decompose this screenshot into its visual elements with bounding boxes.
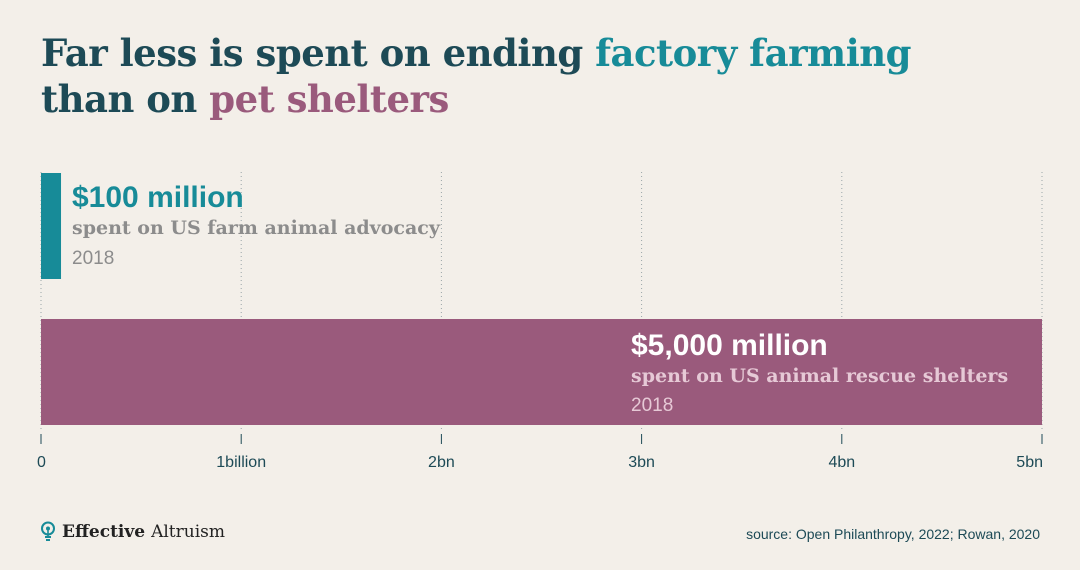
- tick-label-2: 2bn: [428, 454, 455, 471]
- tick-label-1: 1billion: [216, 454, 266, 471]
- source-note: source: Open Philanthropy, 2022; Rowan, …: [746, 526, 1040, 542]
- brand-logo: Effective Altruism: [40, 521, 225, 543]
- description-farm: spent on US farm animal advocacy: [72, 217, 441, 239]
- title-part-2: than on: [41, 77, 210, 121]
- title-part-1: Far less is spent on ending: [41, 31, 596, 75]
- value-label-farm: $100 million: [72, 181, 244, 214]
- brand-name-regular: Altruism: [151, 522, 225, 542]
- bar-farm-animal-advocacy: [41, 173, 62, 279]
- tick-label-3: 3bn: [628, 454, 655, 471]
- tick-label-0: 0: [37, 454, 46, 471]
- title-highlight-factory-farming: factory farming: [595, 31, 912, 75]
- year-farm: 2018: [72, 248, 114, 269]
- value-label-shelter: $5,000 million: [631, 329, 828, 362]
- lightbulb-icon: [41, 521, 55, 541]
- chart-title: Far less is spent on ending factory farm…: [41, 30, 912, 122]
- tick-label-4: 4bn: [828, 454, 855, 471]
- description-shelter: spent on US animal rescue shelters: [631, 365, 1008, 387]
- bar-animal-rescue-shelters: [41, 319, 1042, 425]
- year-shelter: 2018: [631, 395, 673, 416]
- tick-label-5: 5bn: [1016, 454, 1043, 471]
- brand-name-bold: Effective: [62, 522, 146, 542]
- title-highlight-pet-shelters: pet shelters: [209, 77, 449, 121]
